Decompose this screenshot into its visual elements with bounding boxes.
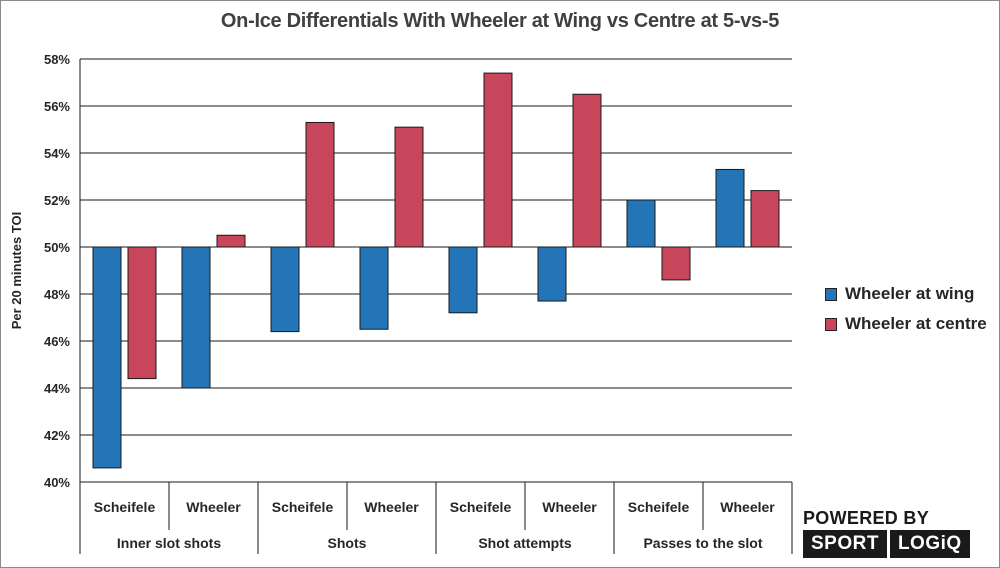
legend-swatch-centre	[825, 317, 837, 331]
y-tick-label: 46%	[44, 334, 70, 349]
group-label: Inner slot shots	[117, 535, 221, 551]
bar-centre	[661, 246, 691, 281]
y-tick-label: 42%	[44, 428, 70, 443]
group-label: Shot attempts	[478, 535, 572, 551]
sportlogiq-logo: POWERED BY SPORT LOGiQ	[803, 508, 993, 558]
logo-powered-by: POWERED BY	[803, 508, 930, 528]
y-tick-label: 44%	[44, 381, 70, 396]
bar-centre	[305, 121, 335, 248]
axes	[79, 59, 793, 554]
chart-title: On-Ice Differentials With Wheeler at Win…	[220, 10, 780, 32]
legend-label-centre: Wheeler at centre	[845, 314, 987, 333]
legend-swatch-wing	[825, 287, 837, 301]
y-tick-label: 54%	[44, 146, 70, 161]
bar-wing	[92, 246, 122, 469]
legend-item-centre: Wheeler at centre	[825, 309, 987, 339]
bar-wing	[181, 246, 211, 389]
labels: 40% 42% 44% 46% 48% 50% 52% 54% 56% 58% Scheifele W…	[9, 52, 775, 551]
category-label: Scheifele	[94, 499, 156, 515]
bar-wing	[359, 246, 389, 330]
logo-sport: SPORT	[803, 530, 887, 558]
category-label: Scheifele	[450, 499, 512, 515]
y-tick-label: 48%	[44, 287, 70, 302]
y-tick-label: 40%	[44, 475, 70, 490]
bar-centre	[394, 126, 424, 248]
category-label: Wheeler	[542, 499, 597, 515]
y-tick-label: 52%	[44, 193, 70, 208]
bar-wing	[448, 246, 478, 314]
legend: Wheeler at wing Wheeler at centre	[825, 279, 987, 339]
y-tick-label: 50%	[44, 240, 70, 255]
bar-wing	[715, 168, 745, 248]
legend-item-wing: Wheeler at wing	[825, 279, 987, 309]
y-axis-title: Per 20 minutes TOI	[9, 212, 24, 330]
category-label: Wheeler	[186, 499, 241, 515]
y-tick-label: 58%	[44, 52, 70, 67]
category-label: Wheeler	[720, 499, 775, 515]
category-label: Scheifele	[272, 499, 334, 515]
logo-logiq: LOGiQ	[889, 530, 970, 558]
group-label: Shots	[328, 535, 367, 551]
bar-centre	[216, 234, 246, 248]
group-label: Passes to the slot	[643, 535, 762, 551]
bars	[92, 72, 780, 469]
bar-wing	[537, 246, 567, 302]
category-label: Scheifele	[628, 499, 690, 515]
bar-wing	[626, 199, 656, 248]
bar-centre	[750, 190, 780, 248]
bar-wing	[270, 246, 300, 333]
category-label: Wheeler	[364, 499, 419, 515]
y-tick-label: 56%	[44, 99, 70, 114]
bar-centre	[483, 72, 513, 248]
bar-centre	[127, 246, 157, 380]
bar-centre	[572, 93, 602, 248]
legend-label-wing: Wheeler at wing	[845, 284, 975, 303]
